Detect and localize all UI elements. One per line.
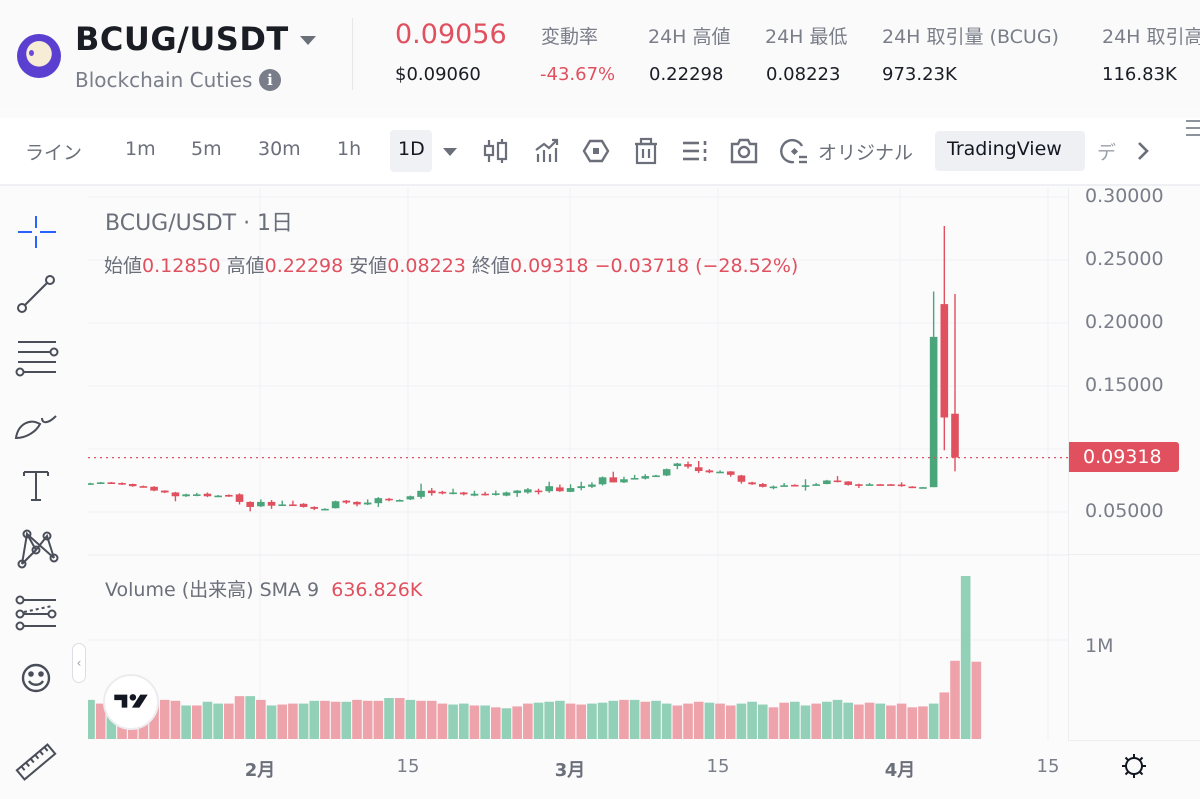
emoji-icon[interactable] <box>12 654 60 702</box>
interval-30m[interactable]: 30m <box>258 138 301 160</box>
brush-icon[interactable] <box>12 396 60 444</box>
time-tick: 15 <box>1036 756 1060 777</box>
chart-type-line[interactable]: ライン <box>25 142 83 164</box>
token-logo <box>17 34 61 78</box>
stat-label-high: 24H 高値 <box>648 26 731 48</box>
price-tick: 0.25000 <box>1085 248 1164 270</box>
interval-5m[interactable]: 5m <box>191 138 222 160</box>
settings-hexagon-icon[interactable] <box>581 136 611 166</box>
stat-label-volume: 24H 取引量 (BCUG) <box>882 26 1059 48</box>
pattern-tool-icon[interactable] <box>12 524 60 572</box>
price-axis[interactable]: 0.30000 0.25000 0.20000 0.15000 0.05000 … <box>1068 185 1200 740</box>
volume-legend: Volume (出来高) SMA 9 636.826K <box>105 575 422 602</box>
time-axis[interactable]: 2月 15 3月 15 4月 15 <box>88 742 1068 799</box>
pair-selector[interactable]: BCUG/USDT <box>75 20 289 58</box>
indicators-icon[interactable] <box>532 136 562 166</box>
price-tick: 0.15000 <box>1085 374 1164 396</box>
menu-icon[interactable] <box>1186 120 1200 141</box>
text-tool-icon[interactable] <box>12 460 60 508</box>
tradingview-button-bg[interactable] <box>935 131 1085 171</box>
interval-dropdown-icon[interactable] <box>443 148 457 156</box>
stat-value-low: 0.08223 <box>766 64 841 85</box>
trash-icon[interactable] <box>631 136 661 166</box>
object-list-icon[interactable] <box>680 136 710 166</box>
last-price: 0.09056 <box>395 19 507 50</box>
open-label: 始値 <box>104 255 143 277</box>
change-value: −0.03718 (−28.52%) <box>594 255 799 277</box>
stat-label-low: 24H 最低 <box>765 26 848 48</box>
stat-value-change: -43.67% <box>540 64 616 85</box>
low-label: 安値 <box>349 255 388 277</box>
tradingview-logo[interactable] <box>103 674 159 730</box>
time-tick: 15 <box>706 756 730 777</box>
pane-divider <box>1069 554 1200 555</box>
last-price-usd: $0.09060 <box>395 64 481 85</box>
chart-legend-title: BCUG/USDT · 1日 <box>105 211 294 236</box>
tradingview-button[interactable]: TradingView <box>947 138 1062 160</box>
tradingview-logo-icon <box>114 694 148 708</box>
low-value: 0.08223 <box>387 255 466 277</box>
crosshair-icon[interactable] <box>12 208 60 256</box>
price-tick: 0.05000 <box>1085 500 1164 522</box>
chevron-down-icon[interactable] <box>300 36 316 45</box>
interval-1m[interactable]: 1m <box>125 138 156 160</box>
high-value: 0.22298 <box>264 255 344 277</box>
camera-icon[interactable] <box>729 136 759 166</box>
market-header: BCUG/USDT Blockchain Cuties i 0.09056 $0… <box>0 0 1200 110</box>
interval-1d-active[interactable] <box>390 130 432 172</box>
open-value: 0.12850 <box>142 255 221 277</box>
parallel-lines-icon[interactable] <box>12 332 60 380</box>
divider <box>1068 740 1200 741</box>
volume-tick: 1M <box>1085 635 1114 657</box>
price-tick: 0.20000 <box>1085 311 1164 333</box>
close-label: 終値 <box>471 255 510 277</box>
last-price-tag: 0.09318 <box>1069 442 1179 472</box>
stat-value-volume: 973.23K <box>882 64 957 85</box>
chart-settings-icon[interactable] <box>1120 752 1148 780</box>
forecast-tool-icon[interactable] <box>12 590 60 638</box>
time-tick: 3月 <box>554 760 586 781</box>
original-view-button[interactable]: オリジナル <box>818 142 914 164</box>
interval-1h[interactable]: 1h <box>337 138 362 160</box>
stat-label-change: 変動率 <box>541 26 599 48</box>
token-name: Blockchain Cuties <box>75 68 253 92</box>
volume-label: Volume (出来高) SMA 9 <box>105 579 320 601</box>
original-view-icon[interactable] <box>779 136 809 166</box>
trend-line-icon[interactable] <box>12 270 60 318</box>
stat-value-high: 0.22298 <box>649 64 724 85</box>
volume-sma-value: 636.826K <box>331 579 423 601</box>
time-tick: 15 <box>396 756 420 777</box>
chart-toolbar: ライン 1m 5m 30m 1h 1D オリジナル TradingView デ <box>0 118 1200 186</box>
drawing-toolbar <box>0 188 82 799</box>
chevron-right-icon[interactable] <box>1132 136 1154 166</box>
candlestick-icon[interactable] <box>481 136 511 166</box>
ohlc-legend: 始値0.12850 高値0.22298 安値0.08223 終値0.09318 … <box>104 251 798 278</box>
info-icon[interactable]: i <box>259 69 281 91</box>
time-tick: 2月 <box>244 760 276 781</box>
ruler-icon[interactable] <box>12 738 60 786</box>
stat-value-turnover: 116.83K <box>1102 64 1177 85</box>
close-value: 0.09318 <box>509 255 589 277</box>
price-chart[interactable] <box>88 188 1068 740</box>
depth-tab[interactable]: デ <box>1097 142 1117 164</box>
collapse-toolbar-button[interactable]: ‹ <box>72 643 86 683</box>
high-label: 高値 <box>226 255 265 277</box>
divider <box>352 18 353 90</box>
price-tick: 0.30000 <box>1085 185 1164 207</box>
time-tick: 4月 <box>884 760 916 781</box>
interval-1d[interactable]: 1D <box>398 138 425 160</box>
stat-label-turnover: 24H 取引高 <box>1102 26 1200 48</box>
